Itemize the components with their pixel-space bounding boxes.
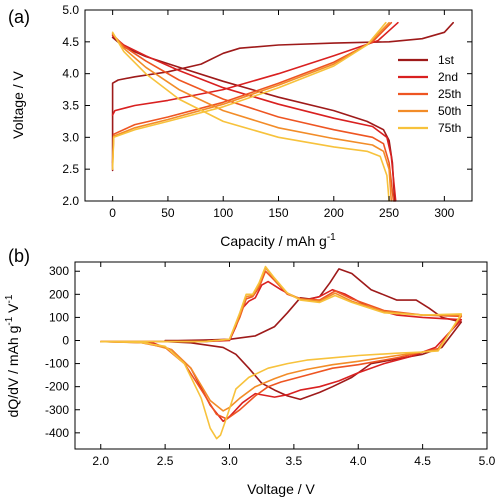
panel-b-y-tick-label: -200 bbox=[45, 380, 69, 394]
panel-a-x-tick-label: 200 bbox=[324, 206, 344, 220]
panel-a-y-tick-label: 5.0 bbox=[62, 3, 79, 17]
panel-a-y-tick-label: 3.0 bbox=[62, 130, 79, 144]
panel-a-x-tick-label: 50 bbox=[161, 206, 175, 220]
panel-a-charge-curve-2nd bbox=[111, 21, 399, 116]
panel-b-y-tick-label: 200 bbox=[49, 287, 69, 301]
panel-b-x-tick-label: 3.0 bbox=[221, 454, 238, 468]
panel-b-y-tick-label: 100 bbox=[49, 310, 69, 324]
panel-a-y-tick-label: 2.5 bbox=[62, 162, 79, 176]
panel-a-label: (a) bbox=[8, 7, 30, 27]
panel-b-x-tick-label: 4.5 bbox=[414, 454, 431, 468]
panel-a-charge-curve-75th bbox=[111, 21, 387, 170]
panel-a-discharge-curve-25th bbox=[111, 33, 395, 202]
panel-a-x-tick-label: 100 bbox=[213, 206, 233, 220]
panel-b-y-ticks: -400 -300 -200 -100 0 100 200 300 bbox=[45, 264, 487, 440]
panel-a-voltage-capacity: (a) 0 50 100 150 200 250 300 2.0 2.5 3.0 3.5 4.0 4.… bbox=[8, 3, 473, 249]
panel-a-x-tick-label: 150 bbox=[268, 206, 288, 220]
panel-b-y-tick-label: -100 bbox=[45, 357, 69, 371]
legend-label-1st: 1st bbox=[438, 53, 455, 67]
panel-a-y-tick-label: 2.0 bbox=[62, 194, 79, 208]
panel-a-x-axis-title: Capacity / mAh g-1 bbox=[220, 232, 336, 249]
panel-a-y-tick-label: 4.5 bbox=[62, 35, 79, 49]
panel-a-x-tick-label: 0 bbox=[109, 206, 116, 220]
panel-a-discharge-curve-1st bbox=[111, 36, 396, 202]
panel-b-x-axis-title: Voltage / V bbox=[247, 481, 315, 497]
panel-a-y-ticks: 2.0 2.5 3.0 3.5 4.0 4.5 5.0 bbox=[62, 3, 472, 208]
panel-b-y-tick-label: -400 bbox=[45, 426, 69, 440]
panel-a-x-ticks: 0 50 100 150 200 250 300 bbox=[109, 10, 455, 220]
panel-b-curves bbox=[100, 265, 463, 440]
panel-b-dqdv-curve-2nd bbox=[100, 280, 463, 423]
panel-a-x-tick-label: 300 bbox=[434, 206, 454, 220]
panel-b-x-tick-label: 5.0 bbox=[479, 454, 496, 468]
panel-b-dqdv: (b) 2.0 2.5 3.0 3.5 4.0 4.5 5.0 -400 -300 -200 -1… bbox=[4, 246, 496, 497]
panel-a-plot-frame bbox=[84, 9, 473, 202]
panel-b-y-tick-label: 0 bbox=[62, 333, 69, 347]
legend-label-50th: 50th bbox=[438, 104, 461, 118]
panel-a-charge-curve-1st bbox=[111, 21, 454, 172]
panel-a-y-tick-label: 3.5 bbox=[62, 99, 79, 113]
panel-b-y-tick-label: -300 bbox=[45, 403, 69, 417]
panel-a-legend: 1st 2nd 25th 50th 75th bbox=[398, 53, 461, 135]
panel-a-charge-curve-50th bbox=[111, 21, 390, 167]
panel-a-discharge-curve-50th bbox=[111, 32, 393, 202]
panel-b-dqdv-curve-75th bbox=[100, 265, 463, 440]
panel-a-x-tick-label: 250 bbox=[379, 206, 399, 220]
panel-a-y-tick-label: 4.0 bbox=[62, 67, 79, 81]
legend-label-75th: 75th bbox=[438, 121, 461, 135]
panel-b-x-tick-label: 2.0 bbox=[92, 454, 109, 468]
panel-b-plot-frame bbox=[74, 261, 488, 450]
panel-b-label: (b) bbox=[8, 246, 30, 266]
panel-a-discharge-curve-75th bbox=[111, 31, 390, 202]
panel-b-y-axis-title: dQ/dV / mAh g-1 V-1 bbox=[4, 294, 21, 417]
panel-a-y-axis-title: Voltage / V bbox=[10, 70, 26, 138]
panel-b-x-tick-label: 4.0 bbox=[350, 454, 367, 468]
legend-label-2nd: 2nd bbox=[438, 70, 458, 84]
panel-a-curves bbox=[111, 21, 454, 202]
panel-b-y-tick-label: 300 bbox=[49, 264, 69, 278]
panel-a-discharge-curve-2nd bbox=[111, 34, 397, 202]
legend-label-25th: 25th bbox=[438, 87, 461, 101]
panel-b-x-tick-label: 2.5 bbox=[157, 454, 174, 468]
panel-b-x-ticks: 2.0 2.5 3.0 3.5 4.0 4.5 5.0 bbox=[92, 262, 496, 468]
panel-b-dqdv-curve-1st bbox=[164, 268, 463, 401]
panel-b-x-tick-label: 3.5 bbox=[286, 454, 303, 468]
